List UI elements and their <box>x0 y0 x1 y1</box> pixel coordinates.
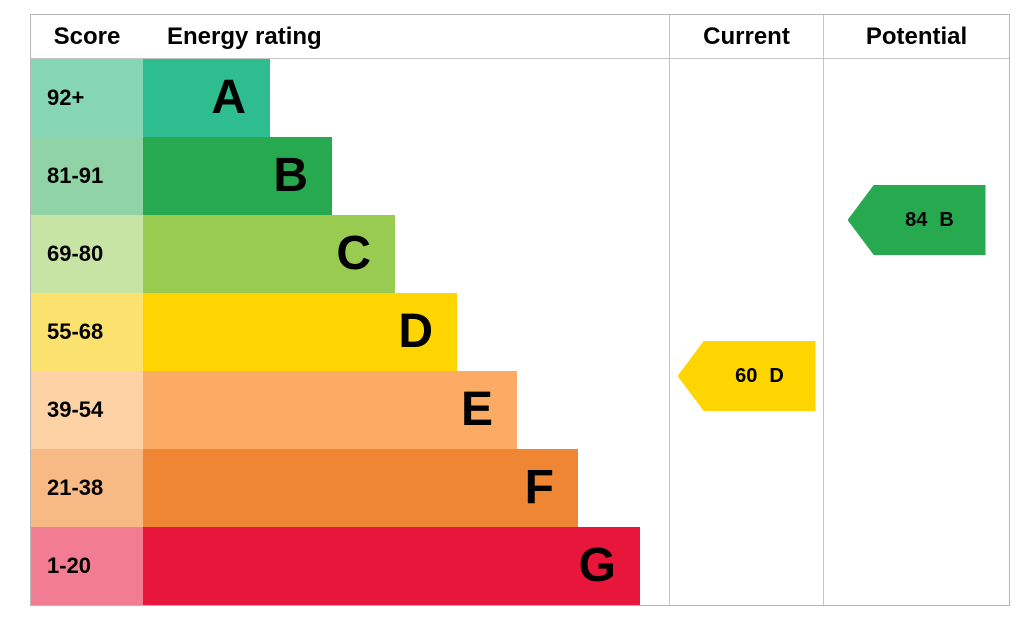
rating-bar-c: C <box>143 215 395 293</box>
rating-bar-g: G <box>143 527 640 605</box>
band-row-e: 39-54 E <box>31 371 669 449</box>
score-cell: 55-68 <box>31 293 143 371</box>
band-row-g: 1-20 G <box>31 527 669 605</box>
potential-column-header: Potential <box>824 15 1009 59</box>
band-letter: B <box>273 149 308 202</box>
rating-bar-b: B <box>143 137 332 215</box>
potential-header-label: Potential <box>865 22 968 50</box>
potential-column: Potential 84 B <box>823 15 1009 605</box>
current-rating-letter: D <box>769 364 784 387</box>
band-row-b: 81-91 B <box>31 137 669 215</box>
band-letter: C <box>336 227 371 280</box>
band-row-a: 92+ A <box>31 59 669 137</box>
score-cell: 81-91 <box>31 137 143 215</box>
score-cell: 69-80 <box>31 215 143 293</box>
band-letter: G <box>578 539 616 592</box>
table-header: Score Energy rating <box>31 15 669 59</box>
score-cell: 1-20 <box>31 527 143 605</box>
rating-bar-f: F <box>143 449 578 527</box>
band-letter: A <box>211 71 246 124</box>
bands-column: Score Energy rating 92+ A 81-91 B 69-80 … <box>31 15 669 605</box>
score-cell: 92+ <box>31 59 143 137</box>
current-column: Current 60 D <box>669 15 823 605</box>
potential-rating-arrow: 84 B <box>847 185 986 255</box>
score-column-header: Score <box>53 22 121 50</box>
current-header-label: Current <box>703 22 790 50</box>
band-row-d: 55-68 D <box>31 293 669 371</box>
potential-rating-letter: B <box>939 208 954 231</box>
band-rows: 92+ A 81-91 B 69-80 C 55-68 <box>31 59 669 605</box>
rating-bar-e: E <box>143 371 517 449</box>
epc-rating-chart: Score Energy rating 92+ A 81-91 B 69-80 … <box>30 14 1010 606</box>
current-rating-value: 60 <box>735 364 758 387</box>
band-letter: E <box>460 383 493 436</box>
score-cell: 21-38 <box>31 449 143 527</box>
band-letter: F <box>524 461 554 514</box>
current-column-header: Current <box>670 15 823 59</box>
rating-bar-a: A <box>143 59 270 137</box>
current-rows: 60 D <box>670 59 823 605</box>
score-cell: 39-54 <box>31 371 143 449</box>
current-rating-arrow: 60 D <box>677 341 816 411</box>
band-row-f: 21-38 F <box>31 449 669 527</box>
energy-rating-column-header: Energy rating <box>167 22 322 50</box>
band-letter: D <box>398 305 433 358</box>
rating-bar-d: D <box>143 293 457 371</box>
band-row-c: 69-80 C <box>31 215 669 293</box>
potential-rating-value: 84 <box>905 208 928 231</box>
potential-rows: 84 B <box>824 59 1009 605</box>
